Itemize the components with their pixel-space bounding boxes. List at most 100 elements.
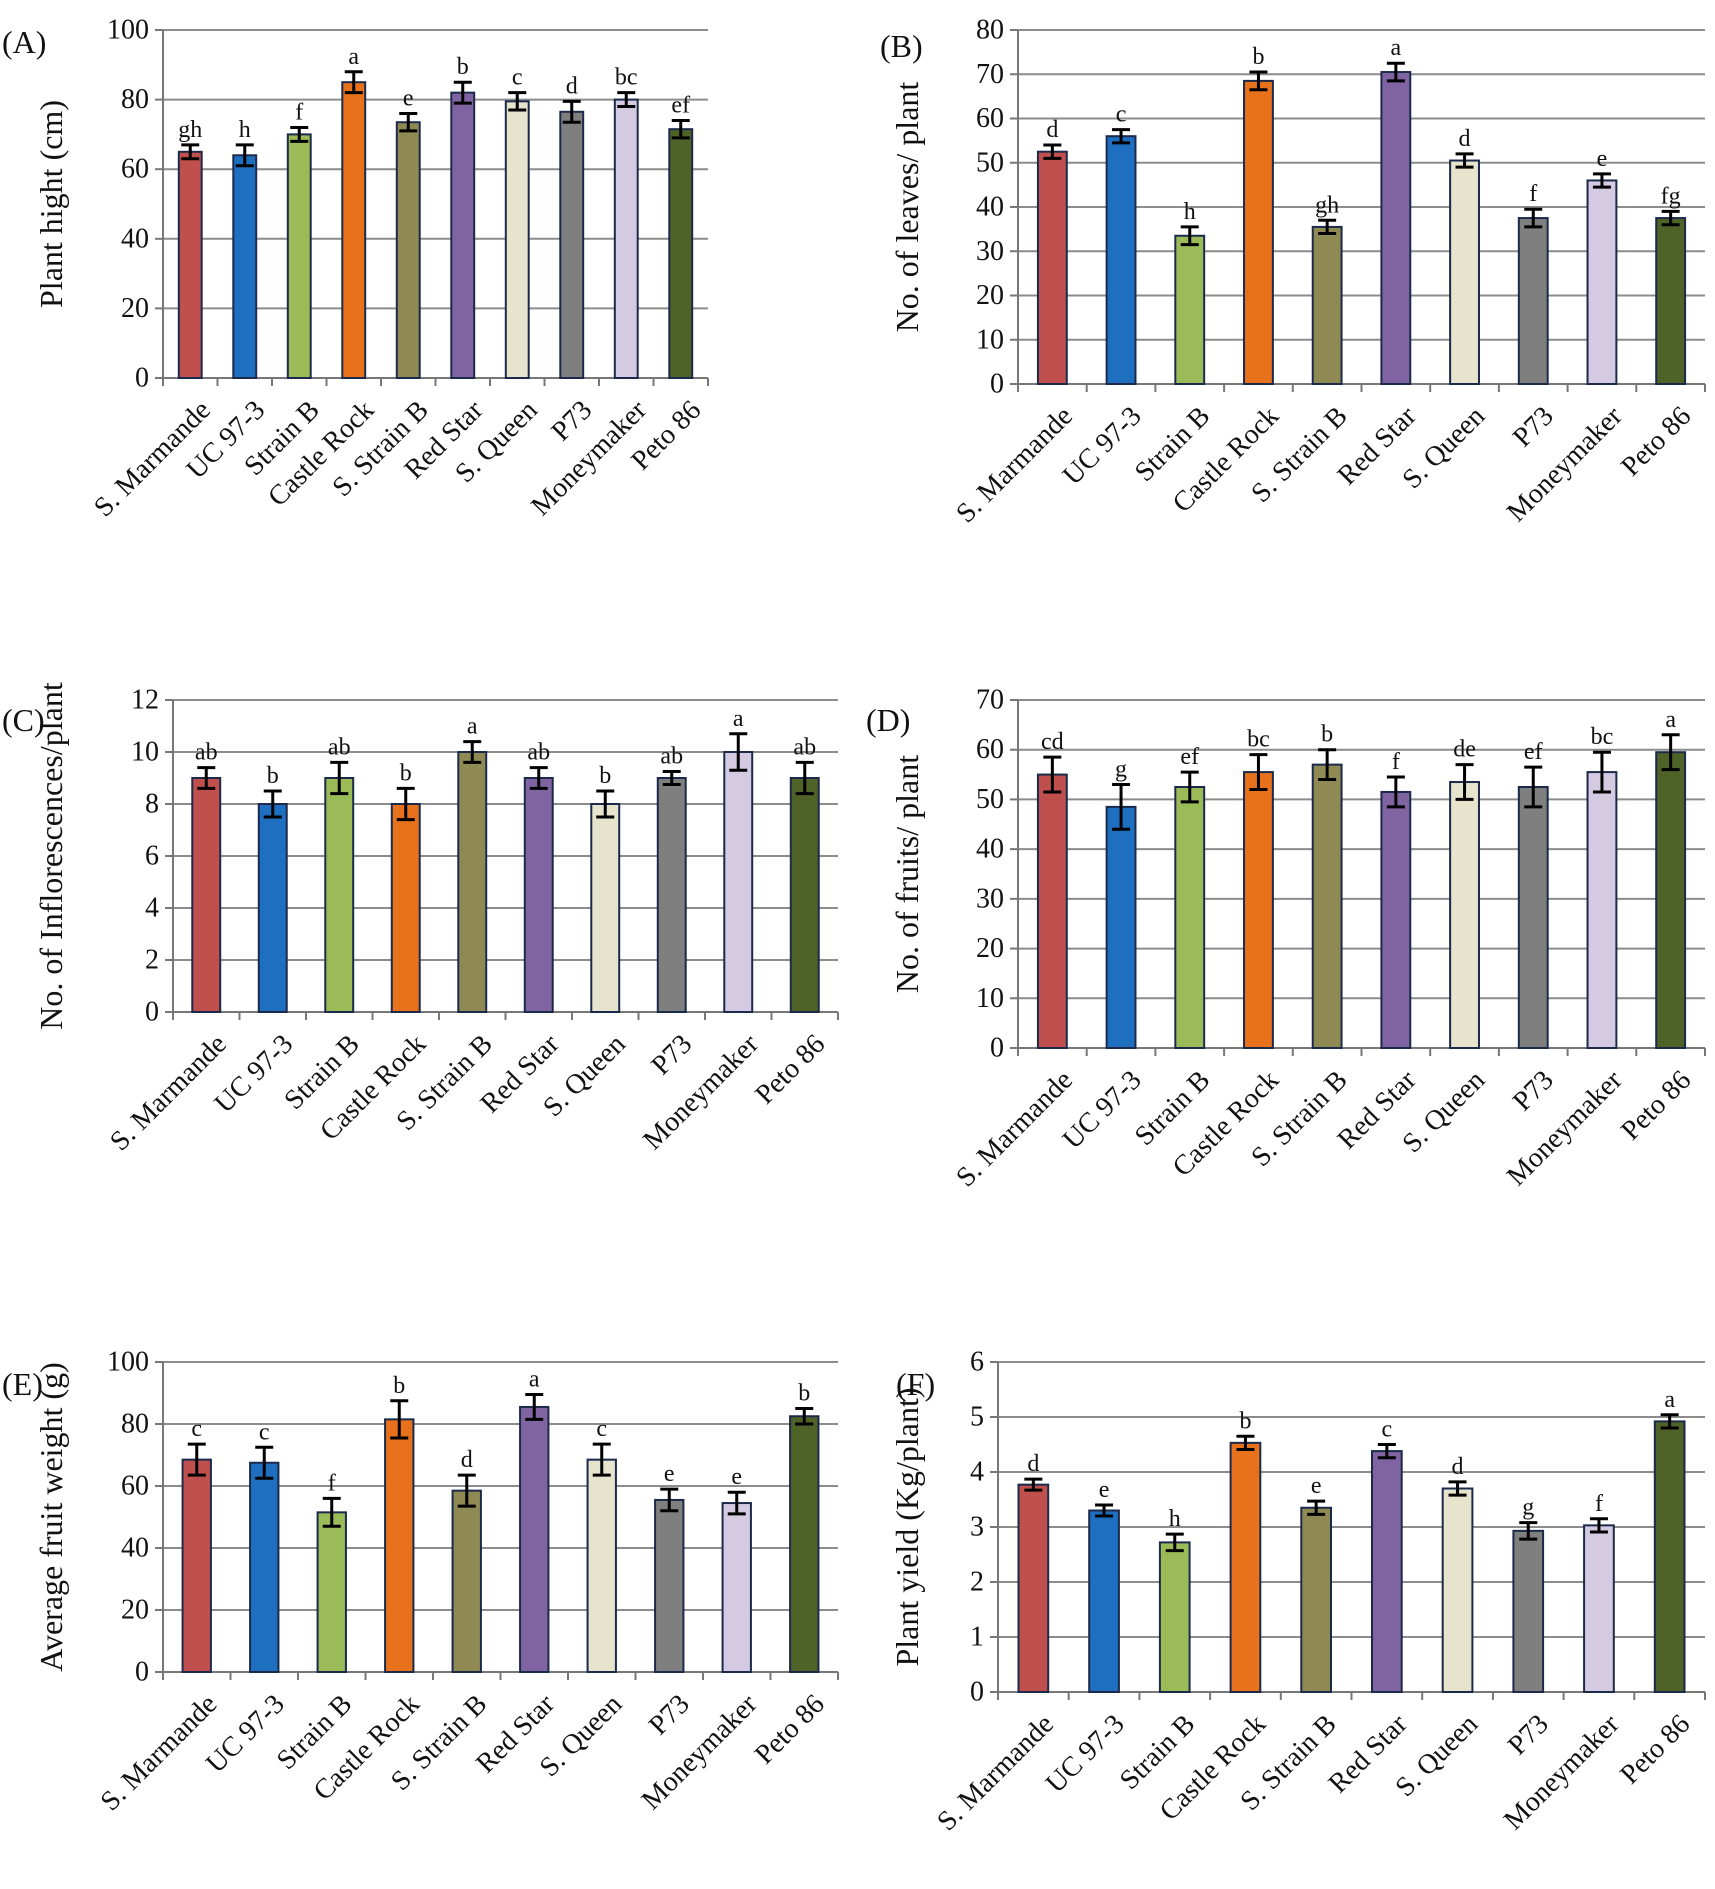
y-axis-label: Average fruit weight (g) <box>33 1362 69 1672</box>
significance-label: ef <box>1180 744 1199 770</box>
bar <box>1512 1529 1545 1693</box>
significance-label: d <box>1452 1454 1464 1480</box>
bar <box>723 751 754 1013</box>
y-axis-label: No. of leaves/ plant <box>889 82 925 333</box>
bar <box>1655 217 1687 385</box>
bar <box>1586 179 1618 385</box>
significance-label: ab <box>660 744 683 770</box>
significance-label: bc <box>1591 724 1614 750</box>
significance-label: b <box>1239 1408 1251 1434</box>
y-tick-label: 0 <box>135 363 149 394</box>
significance-label: d <box>461 1447 473 1473</box>
significance-label: bc <box>615 65 638 91</box>
y-tick-label: 10 <box>976 324 1004 355</box>
significance-label: c <box>1116 102 1127 128</box>
y-tick-label: 6 <box>970 1347 984 1378</box>
significance-label: gh <box>1315 192 1339 218</box>
significance-label: cd <box>1041 729 1064 755</box>
category-label: P73 <box>1502 1709 1555 1762</box>
category-label: P73 <box>646 1029 699 1082</box>
significance-label: a <box>1664 1387 1675 1413</box>
y-tick-label: 40 <box>976 834 1004 865</box>
y-axis-label: Plant hight (cm) <box>33 100 69 308</box>
y-tick-label: 80 <box>976 15 1004 46</box>
bar <box>559 110 585 379</box>
significance-label: b <box>400 760 412 786</box>
significance-label: a <box>1391 35 1402 61</box>
panel-label: (E) <box>2 1366 43 1402</box>
category-label: S. Marmande <box>950 401 1079 530</box>
bar <box>1380 71 1412 385</box>
significance-label: h <box>1169 1506 1181 1532</box>
significance-label: a <box>529 1367 540 1393</box>
y-tick-label: 30 <box>976 236 1004 267</box>
significance-label: b <box>1252 44 1264 70</box>
chart-panel-d: (D) 0 10 20 30 40 50 60 70 No. of fruits/ plant cd… <box>866 685 1706 1193</box>
significance-label: e <box>664 1461 675 1487</box>
panel-label: (F) <box>896 1366 935 1402</box>
significance-label: e <box>1597 146 1608 172</box>
category-label: P73 <box>1507 1065 1560 1118</box>
bar <box>613 98 639 379</box>
panel-label: (C) <box>2 702 45 738</box>
bar <box>390 803 421 1013</box>
bar <box>232 154 258 379</box>
y-tick-label: 4 <box>970 1457 984 1488</box>
y-axis-label: Plant yield (Kg/plant) <box>889 1387 925 1666</box>
y-tick-label: 70 <box>976 59 1004 90</box>
significance-label: c <box>259 1419 270 1445</box>
bar <box>181 1458 212 1674</box>
y-tick-label: 100 <box>107 15 149 46</box>
bar <box>1017 1483 1050 1694</box>
y-axis-label: No. of Inflorescences/plant <box>33 682 69 1030</box>
y-tick-label: 70 <box>976 685 1004 716</box>
bar <box>586 1458 617 1674</box>
significance-label: ab <box>195 740 218 766</box>
significance-label: c <box>1382 1417 1393 1443</box>
category-label: P73 <box>1507 401 1560 454</box>
significance-label: ef <box>671 92 690 118</box>
significance-label: ab <box>527 740 550 766</box>
significance-label: fg <box>1661 183 1681 209</box>
bar <box>1300 1506 1332 1693</box>
y-tick-label: 0 <box>990 369 1004 400</box>
y-tick-label: 40 <box>121 1533 149 1564</box>
y-tick-label: 0 <box>970 1677 984 1708</box>
bar <box>1311 225 1343 385</box>
y-tick-label: 50 <box>976 784 1004 815</box>
significance-label: b <box>457 54 469 80</box>
significance-label: d <box>1027 1451 1039 1477</box>
bar <box>384 1418 415 1673</box>
bar <box>457 751 488 1013</box>
y-tick-label: 0 <box>145 997 159 1028</box>
significance-label: f <box>328 1470 336 1496</box>
y-tick-label: 60 <box>976 734 1004 765</box>
chart-panel-f: (F) 0 1 2 3 4 5 6 Plant yield (Kg/plant) d S. Marm… <box>889 1347 1706 1837</box>
y-tick-label: 6 <box>145 841 159 872</box>
y-tick-label: 8 <box>145 789 159 820</box>
significance-label: f <box>1392 749 1400 775</box>
bar <box>450 91 476 379</box>
significance-label: b <box>798 1381 810 1407</box>
bar <box>257 803 288 1013</box>
bar <box>1174 786 1206 1049</box>
significance-label: f <box>1529 181 1537 207</box>
category-label: Peto 86 <box>749 1689 831 1771</box>
bar <box>1441 1487 1474 1693</box>
significance-label: e <box>1311 1473 1322 1499</box>
significance-label: bc <box>1247 727 1270 753</box>
significance-label: a <box>733 706 744 732</box>
bar <box>590 803 621 1013</box>
bar <box>1036 773 1068 1049</box>
significance-label: f <box>295 99 303 125</box>
category-label: Peto 86 <box>749 1029 831 1111</box>
bar <box>451 1489 482 1674</box>
bar <box>1583 1524 1615 1693</box>
bar <box>316 1511 347 1673</box>
bar <box>789 1415 820 1673</box>
bar <box>1105 135 1137 385</box>
panel-label: (D) <box>866 702 910 738</box>
bar <box>1653 1420 1686 1694</box>
